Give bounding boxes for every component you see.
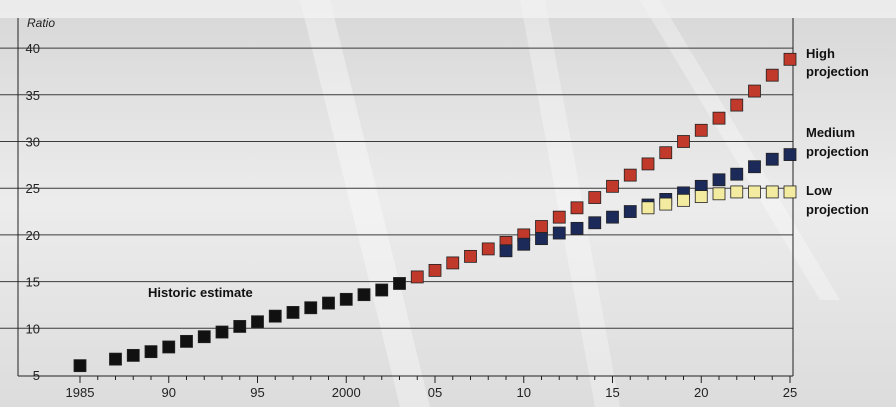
historic-estimate-point: [126, 348, 140, 362]
medium-projection-point: [748, 160, 761, 174]
top-band: [0, 0, 896, 18]
high-projection-point: [570, 201, 584, 215]
decorative-streak: [640, 0, 840, 300]
historic-estimate-point: [357, 288, 371, 302]
decorative-streak: [520, 0, 620, 407]
x-tick-label: 1985: [66, 385, 95, 400]
historic-estimate-point: [286, 306, 300, 319]
historic-estimate-point: [162, 340, 176, 354]
historic-estimate-point: [144, 345, 158, 359]
y-tick-label: 30: [26, 135, 40, 150]
low-projection-point: [641, 201, 655, 215]
medium-projection-point: [499, 244, 513, 258]
historic-estimate-point: [73, 359, 87, 373]
historic-estimate-point: [197, 330, 211, 344]
historic-estimate-point: [375, 283, 389, 297]
medium-projection-point: [606, 210, 619, 224]
medium-projection-point: [730, 167, 744, 181]
y-axis-label: Ratio: [27, 16, 55, 30]
medium-projection-point: [765, 152, 779, 166]
y-tick-label: 15: [26, 275, 40, 290]
low-projection-point: [694, 190, 708, 204]
y-tick-label: 10: [26, 321, 40, 336]
y-tick-label: 35: [26, 88, 40, 103]
medium-projection-annotation-line2: projection: [806, 144, 869, 159]
medium-projection-annotation-line1: Medium: [806, 125, 855, 140]
historic-estimate-point: [215, 325, 229, 339]
high-projection-point: [712, 111, 726, 125]
low-projection-point: [783, 185, 797, 199]
y-tick-label: 5: [33, 368, 40, 383]
historic-estimate-point: [339, 292, 353, 306]
high-projection-point: [641, 157, 655, 171]
x-tick-label: 25: [783, 385, 797, 400]
historic-estimate-point: [268, 309, 282, 323]
medium-projection-point: [570, 221, 584, 235]
historic-estimate-point: [393, 277, 406, 290]
high-projection-point: [765, 68, 779, 82]
medium-projection-point: [535, 232, 548, 246]
historic-estimate-point: [233, 320, 247, 333]
medium-projection-point: [517, 237, 531, 251]
data-points: [73, 52, 797, 373]
historic-estimate-point: [322, 296, 335, 310]
high-projection-point: [623, 168, 637, 182]
x-tick-label: 10: [517, 385, 531, 400]
low-projection-point: [659, 197, 673, 211]
low-projection-annotation-line1: Low: [806, 183, 833, 198]
low-projection-point: [677, 193, 690, 207]
y-tick-label: 20: [26, 228, 40, 243]
medium-projection-point: [588, 216, 602, 230]
historic-estimate-annotation: Historic estimate: [148, 285, 253, 300]
y-tick-label: 40: [26, 41, 40, 56]
high-projection-point: [677, 135, 690, 148]
low-projection-point: [730, 185, 744, 199]
high-projection-point: [730, 98, 744, 112]
x-tick-label: 20: [694, 385, 708, 400]
y-axis-ticks: 5 10 15 20 25 30 35 40: [26, 41, 40, 383]
high-projection-annotation-line1: High: [806, 46, 835, 61]
high-projection-point: [446, 256, 460, 270]
historic-estimate-point: [251, 315, 264, 329]
x-tick-label: 2000: [332, 385, 361, 400]
x-tick-label: 90: [162, 385, 176, 400]
medium-projection-point: [552, 226, 566, 240]
low-projection-point: [748, 185, 761, 199]
x-tick-label: 15: [605, 385, 619, 400]
y-tick-label: 25: [26, 181, 40, 196]
historic-estimate-point: [109, 352, 122, 366]
high-projection-point: [428, 263, 442, 277]
high-projection-point: [606, 179, 619, 193]
high-projection-point: [694, 123, 708, 137]
low-projection-annotation-line2: projection: [806, 202, 869, 217]
high-projection-point: [588, 191, 602, 204]
historic-estimate-point: [180, 334, 193, 348]
medium-projection-point: [712, 173, 726, 187]
high-projection-point: [535, 220, 548, 233]
high-projection-point: [659, 146, 673, 160]
high-projection-annotation-line2: projection: [806, 64, 869, 79]
x-axis-ticks: 1985 90 95 2000 05 10 15 20 25: [66, 376, 797, 400]
high-projection-point: [481, 242, 495, 256]
low-projection-point: [712, 187, 726, 201]
x-tick-label: 05: [428, 385, 442, 400]
high-projection-point: [410, 270, 424, 284]
high-projection-point: [748, 84, 761, 98]
low-projection-point: [765, 185, 779, 199]
decorative-streak: [300, 0, 430, 407]
historic-estimate-point: [304, 301, 318, 315]
high-projection-point: [552, 210, 566, 224]
medium-projection-point: [783, 148, 797, 161]
medium-projection-point: [623, 205, 637, 218]
high-projection-point: [464, 249, 477, 263]
high-projection-point: [783, 52, 797, 66]
x-tick-label: 95: [250, 385, 264, 400]
